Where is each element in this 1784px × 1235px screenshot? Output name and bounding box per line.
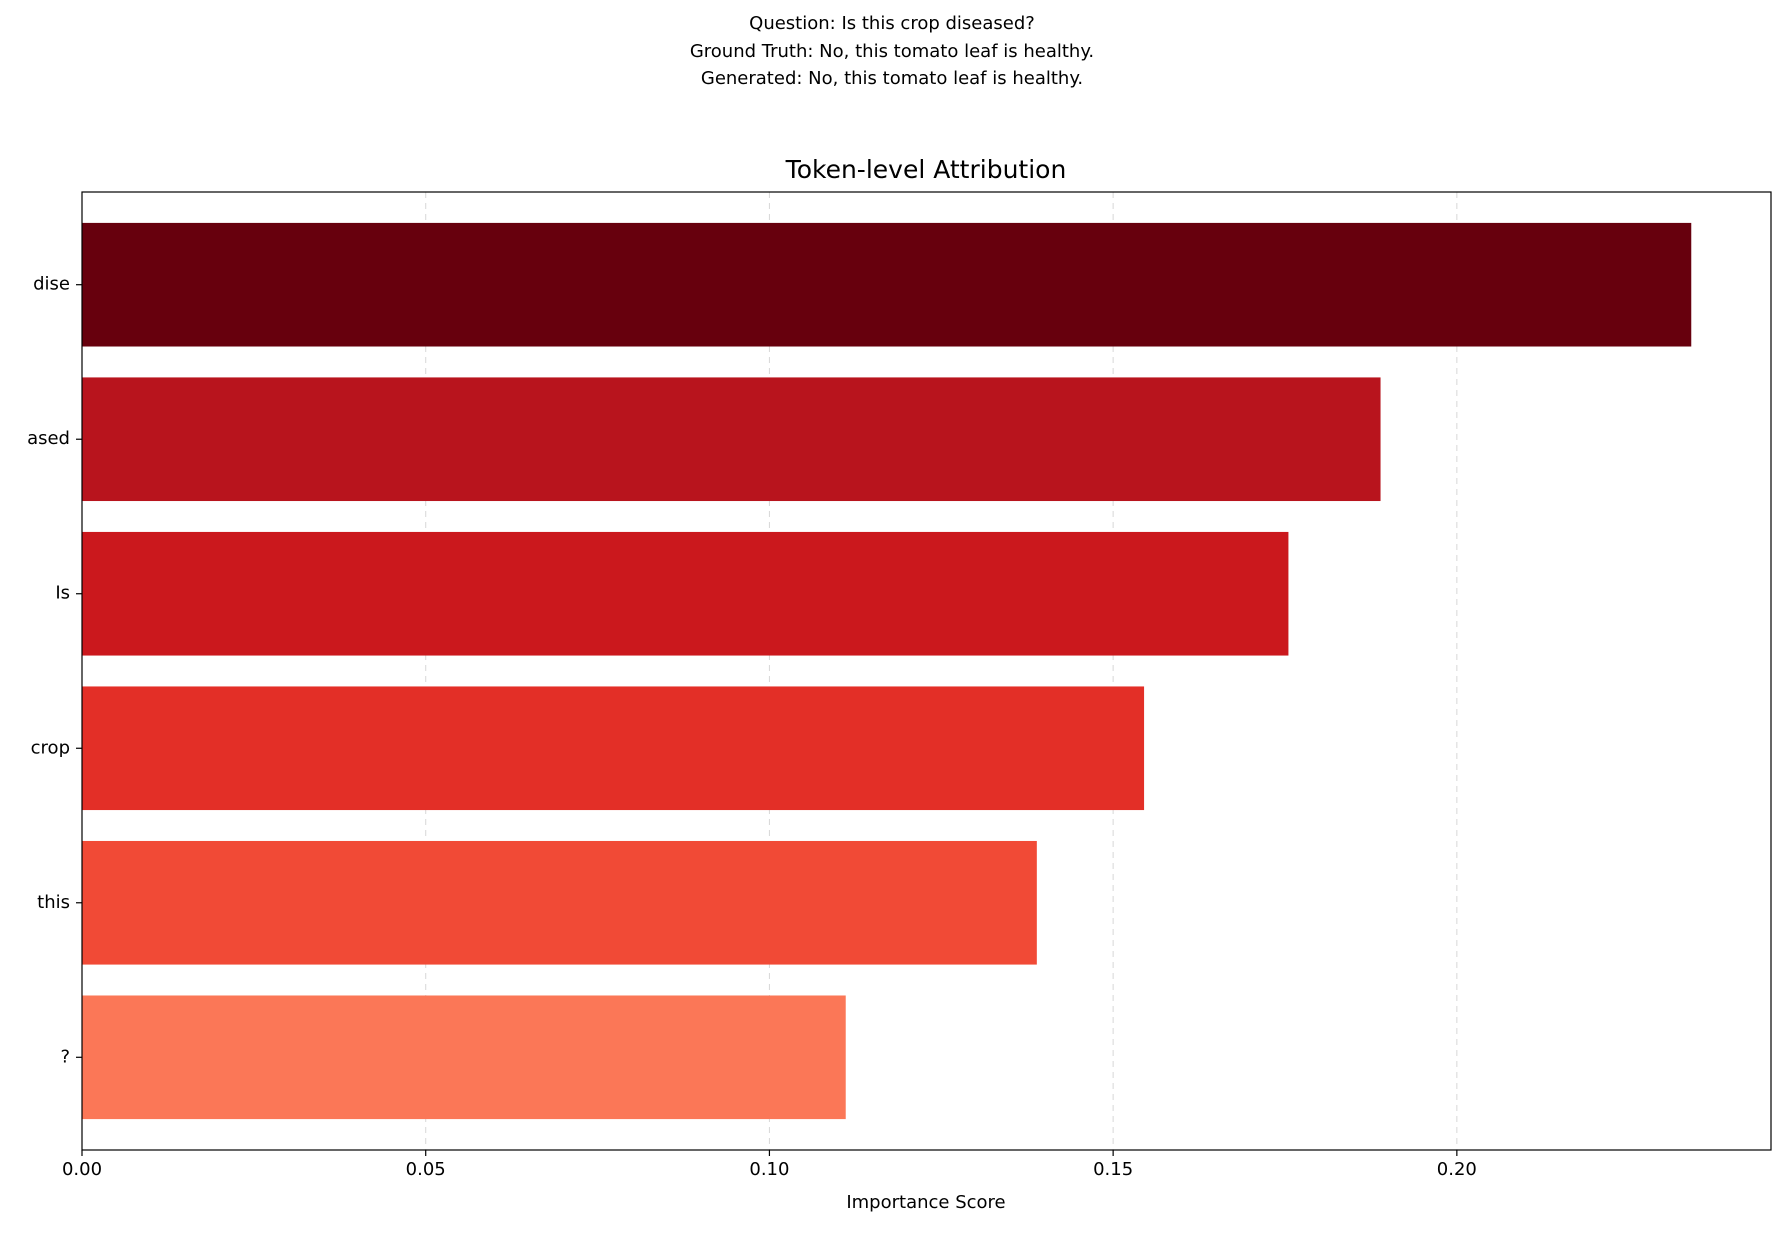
subtitle-line: Question: Is this crop diseased? (749, 13, 1035, 34)
chart-title: Token-level Attribution (785, 155, 1067, 184)
y-tick-label: Is (55, 583, 70, 604)
y-tick-label: dise (33, 274, 70, 295)
subtitle-line: Ground Truth: No, this tomato leaf is he… (690, 41, 1094, 62)
x-tick-label: 0.10 (749, 1159, 789, 1180)
x-tick-label: 0.15 (1093, 1159, 1133, 1180)
subtitle-line: Generated: No, this tomato leaf is healt… (701, 68, 1083, 89)
bar (82, 222, 1692, 347)
x-tick-label: 0.20 (1437, 1159, 1477, 1180)
x-tick-label: 0.05 (406, 1159, 446, 1180)
x-axis-label: Importance Score (846, 1192, 1005, 1213)
bar (82, 995, 846, 1120)
y-tick-label: ? (60, 1046, 70, 1067)
y-tick-label: crop (31, 737, 70, 758)
bar (82, 531, 1289, 656)
y-tick-label: ased (27, 428, 70, 449)
bar (82, 377, 1381, 502)
x-tick-label: 0.00 (62, 1159, 102, 1180)
plot-frame (81, 191, 1772, 1151)
bar (82, 686, 1145, 811)
bar (82, 840, 1037, 965)
y-tick-label: this (37, 892, 70, 913)
